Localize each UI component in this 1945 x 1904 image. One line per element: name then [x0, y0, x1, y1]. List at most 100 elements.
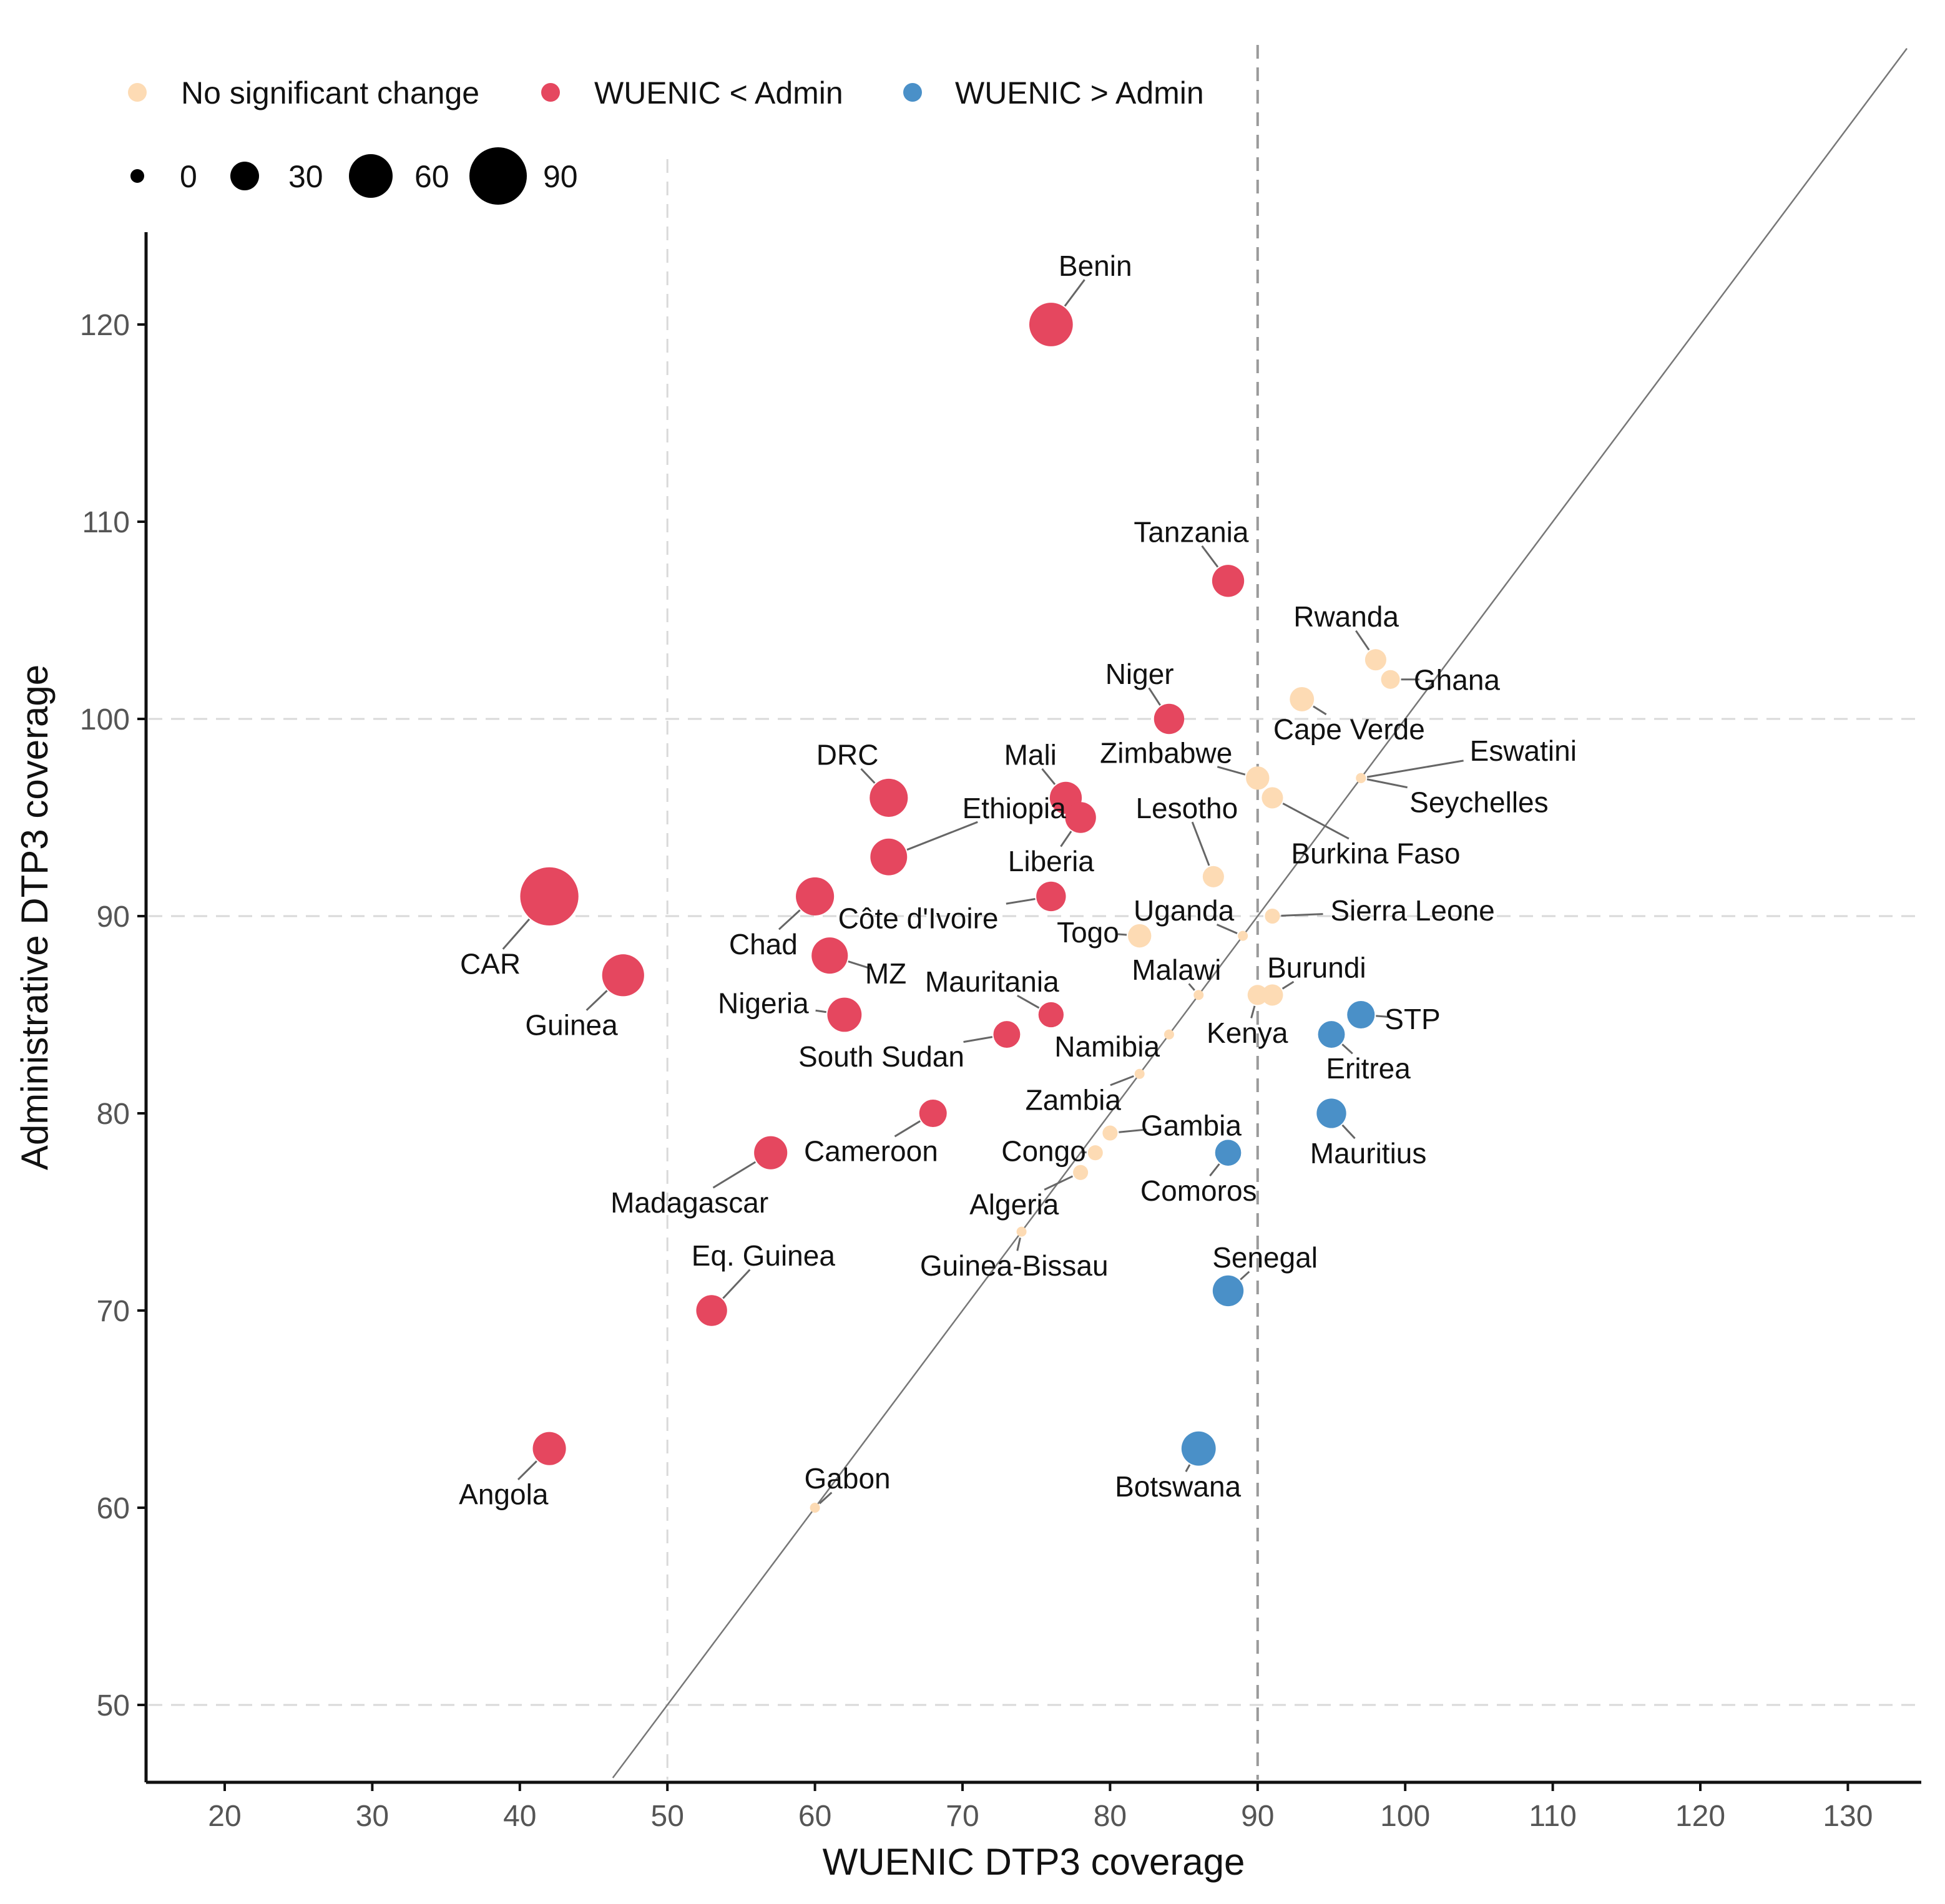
point-seychelles — [1356, 773, 1366, 783]
leader-mali — [1041, 768, 1056, 785]
label-drc: DRC — [816, 738, 879, 771]
leader-mauritius — [1341, 1124, 1356, 1140]
point-mz — [811, 937, 848, 974]
leader-lesotho — [1191, 821, 1210, 866]
leader-rwanda — [1355, 630, 1370, 651]
point-eq-guinea — [696, 1295, 727, 1326]
legend-label-lower: WUENIC < Admin — [594, 76, 843, 110]
x-tick-label-120: 120 — [1675, 1800, 1725, 1833]
label-rwanda: Rwanda — [1293, 600, 1399, 633]
leader-liberia — [1060, 831, 1072, 847]
leader-zimbabwe — [1217, 766, 1246, 776]
point-eritrea — [1318, 1021, 1345, 1048]
leader-togo — [1117, 933, 1127, 936]
label-chad: Chad — [729, 928, 798, 960]
x-tick-label-110: 110 — [1529, 1800, 1577, 1833]
point-liberia — [1065, 802, 1096, 833]
label-algeria: Algeria — [969, 1188, 1059, 1221]
point-stp — [1347, 1000, 1375, 1029]
leader-eritrea — [1341, 1043, 1353, 1055]
leader-seychelles — [1366, 778, 1408, 789]
leader-eq-guinea — [722, 1269, 751, 1299]
point-drc — [870, 778, 908, 817]
leader-cape-verde — [1313, 705, 1327, 716]
leader-madagascar — [712, 1161, 757, 1189]
legend-swatch-higher — [903, 83, 922, 102]
point-togo — [1127, 924, 1152, 948]
y-tick-label-50: 50 — [97, 1689, 130, 1722]
x-tick-label-20: 20 — [208, 1800, 241, 1833]
point-angola — [532, 1432, 566, 1465]
leader-drc — [860, 768, 876, 784]
legend-label-higher: WUENIC > Admin — [955, 76, 1204, 110]
leader-benin — [1064, 279, 1085, 307]
label-madagascar: Madagascar — [610, 1186, 768, 1219]
label-mz: MZ — [865, 957, 906, 990]
label-uganda: Uganda — [1134, 894, 1235, 927]
label-c-te-d-ivoire: Côte d'Ivoire — [838, 902, 999, 935]
legend-size-label-30: 30 — [288, 159, 323, 194]
leader-guinea — [585, 990, 608, 1011]
leader-niger — [1148, 687, 1161, 706]
gridlines — [149, 45, 1921, 1780]
legend-size-label-60: 60 — [414, 159, 449, 194]
leader-zambia — [1110, 1075, 1134, 1086]
point-ethiopia — [870, 838, 908, 876]
point-kenya — [1247, 985, 1268, 1005]
leader-angola — [517, 1460, 537, 1480]
point-car — [520, 867, 579, 926]
label-mauritius: Mauritius — [1310, 1137, 1427, 1169]
label-mauritania: Mauritania — [925, 965, 1059, 998]
y-tick-label-90: 90 — [97, 901, 130, 934]
label-togo: Togo — [1057, 916, 1119, 949]
label-liberia: Liberia — [1008, 845, 1095, 877]
leader-nigeria — [815, 1009, 826, 1013]
label-seychelles: Seychelles — [1409, 786, 1548, 818]
point-burkina-faso — [1262, 787, 1283, 809]
label-malawi: Malawi — [1132, 954, 1221, 986]
point-gabon — [810, 1503, 820, 1513]
leader-c-te-d-ivoire — [1006, 898, 1036, 905]
y-tick-label-80: 80 — [97, 1098, 130, 1131]
leader-chad — [778, 909, 801, 930]
label-car: CAR — [460, 947, 521, 980]
x-tick-label-40: 40 — [503, 1800, 536, 1833]
label-tanzania: Tanzania — [1134, 515, 1249, 548]
point-niger — [1154, 703, 1185, 735]
legend-swatch-lower — [541, 83, 560, 102]
point-uganda — [1238, 930, 1248, 941]
label-zimbabwe: Zimbabwe — [1100, 736, 1232, 769]
point-mauritania — [1038, 1002, 1064, 1028]
label-mali: Mali — [1004, 738, 1057, 771]
x-tick-label-50: 50 — [651, 1800, 684, 1833]
leader-cameroon — [894, 1120, 921, 1138]
legend-size-0 — [130, 169, 144, 183]
point-lesotho — [1202, 866, 1224, 887]
x-tick-label-30: 30 — [356, 1800, 389, 1833]
point-algeria — [1073, 1164, 1089, 1180]
label-eswatini: Eswatini — [1470, 735, 1577, 767]
point-cameroon — [919, 1099, 947, 1128]
legend-size-60 — [349, 154, 393, 198]
leader-gambia — [1119, 1128, 1147, 1133]
point-comoros — [1215, 1140, 1242, 1166]
legend-size-90 — [469, 147, 527, 205]
leader-ethiopia — [906, 821, 978, 851]
point-chad — [796, 877, 835, 915]
point-mauritius — [1316, 1098, 1346, 1128]
label-botswana: Botswana — [1115, 1470, 1241, 1503]
label-sierra-leone: Sierra Leone — [1330, 894, 1494, 927]
leader-botswana — [1185, 1464, 1191, 1472]
leader-comoros — [1209, 1163, 1220, 1177]
label-ghana: Ghana — [1414, 663, 1501, 696]
point-namibia — [1164, 1029, 1174, 1040]
leader-stp — [1376, 1015, 1391, 1018]
label-gabon: Gabon — [805, 1462, 891, 1495]
axes — [144, 232, 1921, 1784]
point-benin — [1029, 303, 1073, 346]
label-ethiopia: Ethiopia — [963, 792, 1067, 824]
x-tick-label-60: 60 — [798, 1800, 831, 1833]
point-malawi — [1193, 990, 1204, 1000]
label-eritrea: Eritrea — [1326, 1052, 1411, 1085]
y-axis-ticks: 50 60 70 80 90 100 110 120 — [80, 309, 146, 1722]
